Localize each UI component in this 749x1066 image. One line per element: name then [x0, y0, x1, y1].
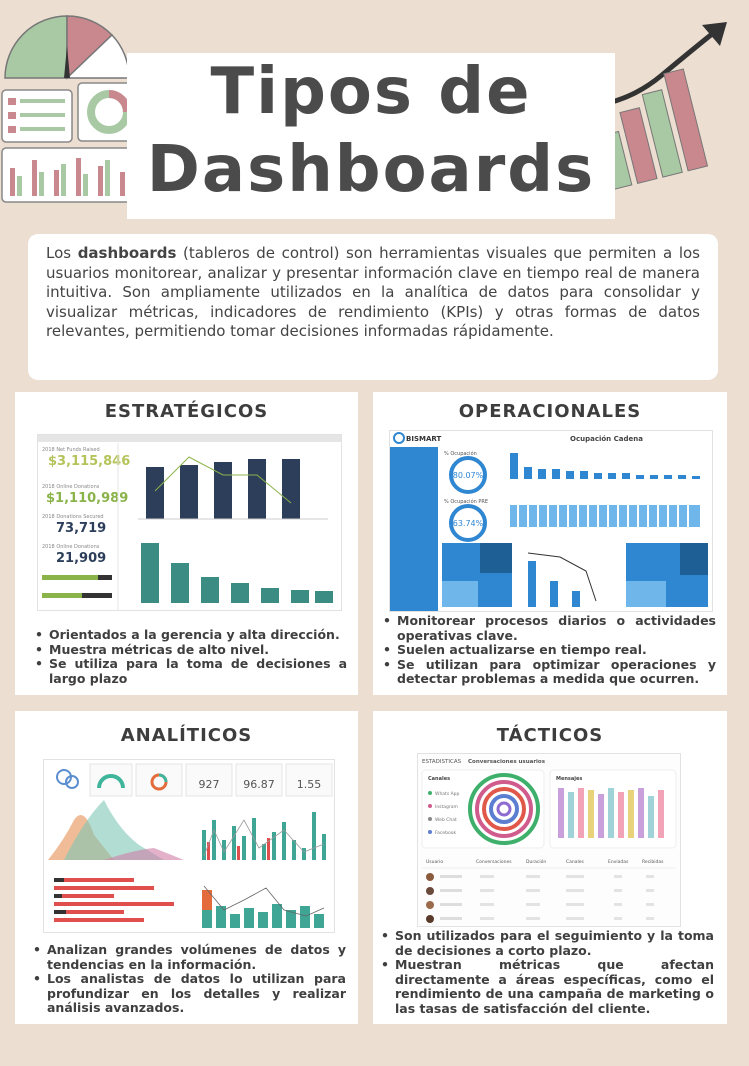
bullet-item: Los analistas de datos lo utilizan para …	[33, 971, 346, 1016]
title-line-2: Dashboards	[146, 133, 596, 207]
svg-text:% Ocupación PRE: % Ocupación PRE	[444, 498, 488, 505]
gauge-value-2: 63.74%	[453, 519, 484, 528]
strategic-dashboard-graphic: 2018 Net Funds Raised 2018 Online Donati…	[38, 435, 341, 610]
svg-text:Web Chat: Web Chat	[435, 817, 457, 823]
heading-b: Conversaciones usuarios	[468, 759, 546, 765]
intro-bold-term: dashboards	[77, 244, 177, 262]
bullet-list: Monitorear procesos diarios o actividade…	[383, 613, 716, 687]
bullet-list: Orientados a la gerencia y alta direcció…	[35, 627, 347, 686]
gauge-value-1: 80.07%	[453, 471, 484, 480]
kpi-label-2: 2018 Online Donations	[42, 484, 100, 490]
bullet-item: Analizan grandes volúmenes de datos y te…	[33, 942, 346, 972]
card-operacionales: OPERACIONALES BISMART Ocupación Cadena %…	[373, 392, 727, 695]
title-line-1: Tipos de	[210, 55, 532, 129]
bullet-item: Suelen actualizarse en tiempo real.	[383, 642, 716, 658]
bullet-item: Orientados a la gerencia y alta direcció…	[35, 627, 347, 643]
kpi-value-1: $3,115,846	[48, 454, 130, 469]
kpi-label-4: 2018 Online Donations	[42, 544, 100, 550]
bullet-item: Son utilizados para el seguimiento y la …	[381, 928, 714, 958]
svg-text:Recibidas: Recibidas	[642, 859, 664, 865]
card-title: ESTRATÉGICOS	[104, 401, 269, 422]
card-title: TÁCTICOS	[496, 725, 604, 746]
dashboard-doodle-icon	[1, 15, 143, 203]
intro-text-start: Los	[46, 244, 78, 262]
bullet-item: Monitorear procesos diarios o actividade…	[383, 613, 716, 643]
card-title: ANALÍTICOS	[120, 725, 253, 746]
kpi-value-3: 73,719	[56, 521, 106, 536]
svg-text:Canales: Canales	[566, 859, 585, 865]
card-estrategicos: ESTRATÉGICOS 2018 Net Funds Raised 2018 …	[15, 392, 358, 695]
analytical-dashboard-preview: 927 96.87 1.55	[43, 759, 335, 933]
svg-text:Canales: Canales	[428, 776, 450, 782]
growth-chart-icon	[596, 22, 727, 190]
operational-dashboard-preview: BISMART Ocupación Cadena % Ocupación 80.…	[389, 430, 713, 612]
brand-logo-text: BISMART	[406, 435, 441, 443]
svg-text:Duración: Duración	[526, 858, 546, 865]
bullet-item: Se utiliza para la toma de decisiones a …	[35, 656, 347, 686]
bullet-item: Se utilizan para optimizar operaciones y…	[383, 657, 716, 687]
svg-text:Enviadas: Enviadas	[608, 859, 629, 865]
bullet-list: Analizan grandes volúmenes de datos y te…	[33, 942, 346, 1016]
kpi-label-3: 2018 Donations Secured	[42, 514, 104, 520]
card-title: OPERACIONALES	[458, 401, 642, 422]
kpi-value-2: $1,110,989	[46, 491, 128, 506]
strategic-dashboard-preview: 2018 Net Funds Raised 2018 Online Donati…	[37, 434, 342, 611]
analytical-dashboard-graphic: 927 96.87 1.55	[48, 763, 333, 928]
operational-dashboard-graphic: BISMART Ocupación Cadena % Ocupación 80.…	[390, 432, 708, 611]
card-tacticos: TÁCTICOS ESTADISTICAS Conversaciones usu…	[373, 711, 727, 1024]
bullet-item: Muestran métricas que afectan directamen…	[381, 957, 714, 1016]
tactical-dashboard-preview: ESTADISTICAS Conversaciones usuarios Can…	[417, 753, 681, 927]
brand-logo-icon	[393, 432, 405, 444]
intro-paragraph: Los dashboards (tableros de control) son…	[28, 234, 718, 380]
kpi-value-4: 21,909	[56, 551, 106, 566]
heading-a: ESTADISTICAS	[422, 759, 462, 765]
svg-text:Whats App: Whats App	[435, 791, 460, 797]
card-analiticos: ANALÍTICOS 927 96.87 1.55	[15, 711, 358, 1024]
svg-text:Facebook: Facebook	[435, 830, 457, 836]
svg-text:Mensajes: Mensajes	[556, 776, 582, 782]
svg-text:% Ocupación: % Ocupación	[444, 450, 477, 457]
bullet-list: Son utilizados para el seguimiento y la …	[381, 928, 714, 1016]
title-banner: Tipos de Dashboards	[127, 53, 615, 219]
bullet-item: Muestra métricas de alto nivel.	[35, 642, 347, 658]
kpi-label-1: 2018 Net Funds Raised	[42, 447, 100, 453]
kpi-value-2: 96.87	[243, 778, 275, 791]
svg-text:Conversaciones: Conversaciones	[476, 859, 512, 865]
kpi-value-3: 1.55	[297, 778, 322, 791]
svg-text:Usuario: Usuario	[426, 859, 443, 865]
svg-text:Instagram: Instagram	[435, 804, 458, 810]
dashboard-heading: Ocupación Cadena	[570, 435, 643, 443]
tactical-dashboard-graphic: ESTADISTICAS Conversaciones usuarios Can…	[421, 759, 677, 923]
intro-text-rest: (tableros de control) son herramientas v…	[46, 244, 700, 340]
kpi-value-1: 927	[199, 778, 220, 791]
